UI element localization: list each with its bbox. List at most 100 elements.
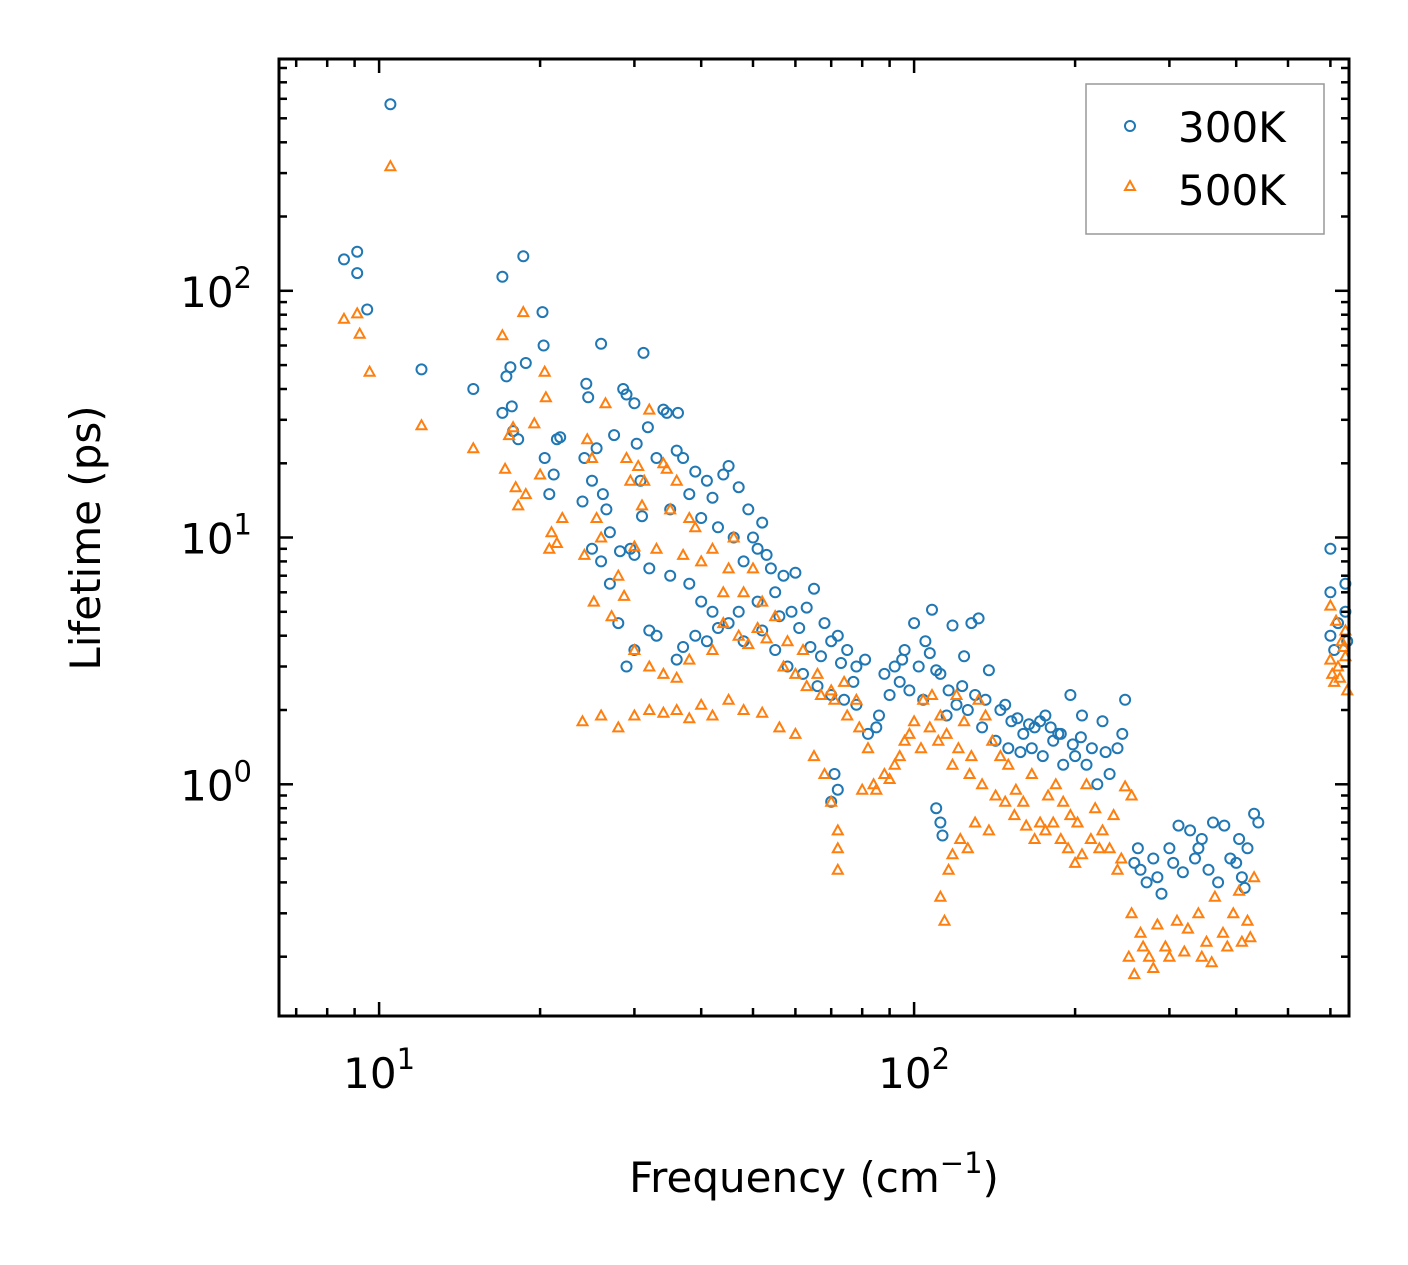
data-point-500k	[1124, 906, 1139, 919]
data-point-500k	[788, 666, 803, 679]
data-point-300k	[643, 562, 656, 575]
data-point-300k	[580, 377, 593, 390]
data-point-500k	[676, 547, 690, 560]
data-point-500k	[577, 547, 592, 560]
y-tick-label-base: 10	[180, 268, 233, 317]
data-point-500k	[968, 815, 982, 828]
data-point-500k	[824, 683, 838, 696]
data-point-300k	[1192, 842, 1205, 855]
data-point-500k	[1033, 815, 1047, 828]
data-point-500k	[642, 702, 656, 715]
data-point-300k	[1014, 746, 1027, 759]
data-point-300k	[1085, 742, 1098, 755]
data-point-300k	[664, 569, 677, 582]
data-point-300k	[1054, 727, 1067, 740]
data-point-500k	[1181, 921, 1195, 934]
data-point-500k	[810, 666, 825, 679]
data-point-500k	[627, 642, 642, 655]
data-point-500k	[555, 510, 569, 523]
data-point-500k	[975, 777, 989, 790]
data-point-500k	[619, 450, 634, 463]
x-tick-label: 102	[878, 1042, 950, 1098]
data-point-500k	[893, 749, 907, 762]
data-point-300k	[700, 635, 713, 648]
data-point-500k	[1142, 949, 1156, 962]
data-point-500k	[882, 771, 897, 784]
data-point-500k	[951, 741, 966, 754]
data-point-300k	[1057, 758, 1070, 771]
data-point-300k	[683, 577, 696, 590]
data-point-500k	[732, 628, 746, 641]
data-point-300k	[1233, 833, 1246, 845]
data-point-300k	[338, 253, 350, 266]
data-point-500k	[869, 782, 883, 795]
data-point-500k	[656, 456, 671, 469]
data-point-500k	[1133, 925, 1148, 938]
data-point-500k	[688, 520, 702, 533]
data-point-500k	[877, 766, 892, 779]
data-point-500k	[1216, 925, 1230, 938]
data-point-300k	[946, 619, 959, 632]
data-point-500k	[1110, 862, 1125, 875]
x-tick-label: 101	[343, 1042, 415, 1098]
data-point-500k	[542, 541, 556, 554]
data-point-500k	[824, 794, 838, 807]
data-point-500k	[933, 708, 948, 721]
data-point-500k	[1124, 788, 1139, 801]
data-point-300k	[742, 503, 755, 516]
data-point-500k	[923, 720, 937, 733]
data-point-500k	[694, 554, 708, 567]
x-tick-label-base: 10	[878, 1049, 931, 1098]
data-point-300k	[384, 98, 397, 111]
data-point-500k	[533, 467, 547, 480]
data-point-500k	[971, 692, 986, 705]
data-point-500k	[1027, 831, 1042, 844]
data-point-300k	[517, 250, 530, 263]
data-point-500k	[1056, 794, 1070, 807]
y-tick-label: 100	[180, 754, 252, 810]
data-point-500k	[964, 749, 979, 762]
data-point-300k	[1096, 715, 1109, 728]
y-axis-label: Lifetime (ps)	[61, 405, 110, 670]
data-point-300k	[1202, 863, 1215, 876]
data-point-500k	[1038, 823, 1053, 836]
data-point-300k	[496, 270, 509, 283]
data-point-300k	[747, 531, 759, 544]
data-point-300k	[811, 680, 824, 693]
data-point-500k	[1240, 913, 1255, 926]
data-point-500k	[914, 741, 928, 754]
x-axis-label-superscript: −1	[940, 1146, 983, 1180]
legend-label-500k: 500K	[1178, 166, 1287, 215]
data-point-500k	[466, 441, 480, 454]
data-point-300k	[878, 667, 891, 680]
data-point-500k	[998, 794, 1012, 807]
data-point-500k	[814, 687, 828, 700]
data-point-300k	[603, 577, 616, 590]
data-point-500k	[902, 726, 917, 739]
data-point-500k	[1088, 801, 1102, 814]
data-point-300k	[722, 460, 735, 472]
data-point-500k	[925, 687, 939, 700]
data-point-500k	[509, 480, 523, 493]
data-point-500k	[945, 847, 960, 860]
data-point-500k	[1195, 949, 1209, 962]
data-point-300k	[942, 684, 955, 697]
data-point-300k	[660, 406, 673, 419]
data-point-300k	[536, 306, 549, 319]
data-point-300k	[695, 595, 708, 608]
legend: 300K 500K	[1085, 83, 1325, 235]
major-ticks	[279, 59, 1349, 1016]
data-point-300k	[1099, 746, 1112, 759]
data-point-500k	[978, 708, 993, 721]
data-point-300k	[831, 783, 844, 796]
data-point-500k	[1118, 779, 1132, 792]
data-point-500k	[755, 705, 769, 718]
x-tick-label-base: 10	[343, 1049, 396, 1098]
data-point-300k	[620, 660, 633, 673]
y-tick-label-base: 10	[180, 761, 233, 810]
data-point-300k	[543, 488, 556, 501]
data-point-300k	[496, 406, 509, 419]
y-tick-label-exponent: 1	[234, 508, 252, 542]
data-point-300k	[1066, 738, 1079, 751]
data-point-300k	[764, 562, 777, 575]
